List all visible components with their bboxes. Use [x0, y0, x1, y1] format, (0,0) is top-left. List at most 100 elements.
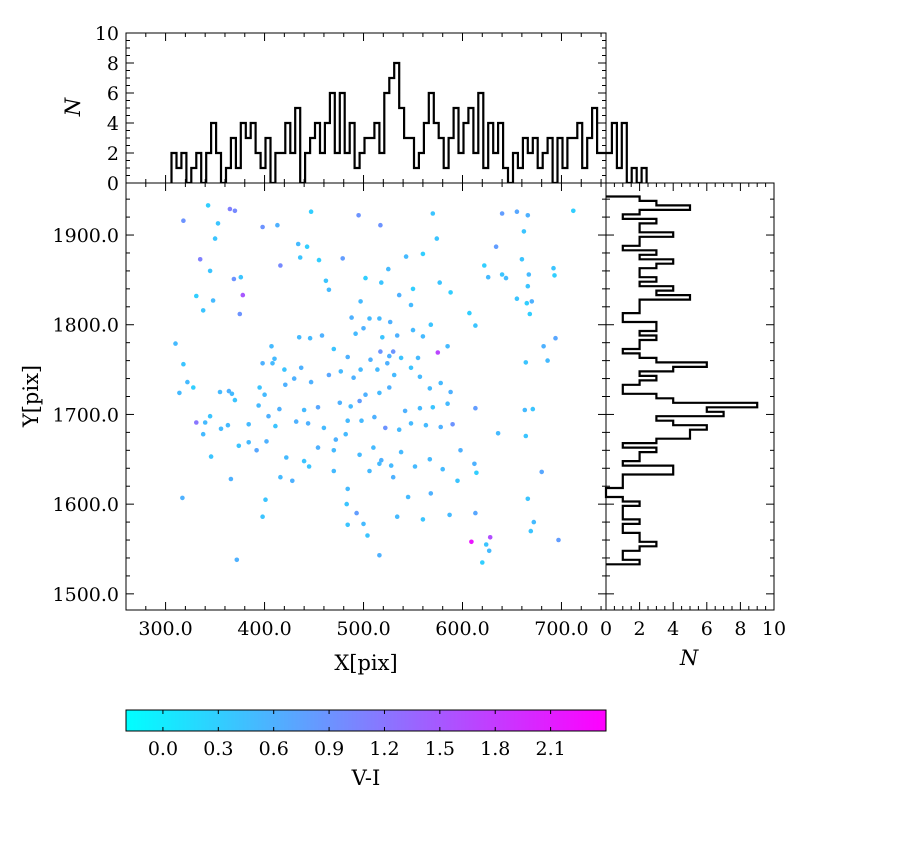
scatter-point	[319, 333, 325, 338]
scatter-point	[295, 241, 301, 247]
scatter-point	[403, 254, 409, 259]
scatter-point	[340, 256, 346, 261]
scatter-point	[521, 229, 527, 234]
right-x-tick-label: 2	[634, 618, 646, 640]
colorbar-gradient	[125, 709, 607, 732]
scatter-point	[194, 293, 199, 299]
right-x-tick-label: 8	[734, 618, 746, 640]
scatter-point	[257, 385, 262, 390]
scatter-point	[417, 405, 423, 411]
scatter-point	[315, 445, 321, 450]
colorbar-tick-label: 0.0	[148, 738, 178, 760]
scatter-point	[553, 335, 558, 341]
scatter-point	[385, 361, 390, 366]
main-x-tick-label: 300.0	[138, 618, 192, 640]
scatter-point	[348, 404, 354, 409]
scatter-point	[357, 452, 362, 458]
scatter-point	[541, 344, 546, 349]
top-y-tick-label: 8	[107, 53, 119, 75]
scatter-point	[445, 344, 450, 349]
scatter-point	[408, 421, 414, 426]
scatter-point	[236, 443, 242, 449]
scatter-point	[260, 361, 265, 366]
scatter-point	[499, 272, 505, 277]
scatter-point	[383, 425, 388, 431]
scatter-point	[307, 335, 313, 341]
scatter-point	[428, 322, 434, 328]
scatter-point	[227, 206, 233, 212]
scatter-point	[306, 464, 312, 469]
scatter-point	[523, 433, 529, 439]
scatter-point	[469, 539, 474, 545]
scatter-point	[181, 361, 186, 367]
scatter-point	[402, 408, 408, 414]
scatter-point	[304, 244, 310, 249]
scatter-point	[321, 425, 327, 431]
scatter-point	[290, 478, 295, 484]
scatter-point	[527, 311, 533, 317]
scatter-point	[357, 398, 362, 404]
scatter-point	[448, 389, 453, 395]
scatter-point	[278, 474, 283, 480]
main-y-tick-label: 1900.0	[53, 225, 119, 247]
right-x-tick-label: 10	[762, 618, 786, 640]
scatter-point	[398, 449, 404, 455]
scatter-point	[372, 414, 377, 420]
scatter-point	[499, 211, 505, 216]
scatter-point	[215, 221, 221, 226]
scatter-point	[473, 510, 478, 516]
scatter-point	[207, 268, 213, 274]
scatter-point	[212, 236, 218, 241]
scatter-point	[207, 413, 213, 419]
scatter-point	[232, 208, 238, 214]
scatter-point	[552, 273, 557, 278]
scatter-point	[210, 298, 216, 303]
scatter-point	[434, 236, 440, 241]
scatter-point	[523, 360, 529, 365]
scatter-point	[205, 203, 211, 208]
scatter-point	[367, 468, 372, 474]
scatter-point	[269, 344, 274, 349]
scatter-point	[467, 310, 472, 316]
main-x-tick-label: 700.0	[534, 618, 588, 640]
scatter-point	[473, 323, 478, 328]
scatter-point	[305, 421, 311, 426]
scatter-point	[331, 468, 337, 474]
scatter-point	[291, 376, 297, 381]
scatter-point	[331, 448, 337, 453]
scatter-point	[410, 327, 416, 333]
scatter-point	[218, 426, 224, 432]
scatter-point	[358, 299, 363, 304]
scatter-point	[200, 308, 206, 313]
scatter-point	[405, 494, 411, 500]
scatter-point	[363, 275, 368, 281]
scatter-point	[344, 501, 350, 507]
scatter-point	[345, 418, 351, 424]
scatter-point	[396, 292, 402, 298]
scatter-point	[353, 331, 358, 337]
right-plot-frame	[605, 182, 775, 611]
main-x-axis-label: X[pix]	[334, 651, 397, 675]
scatter-point	[262, 392, 267, 398]
top-histogram-step	[170, 61, 648, 185]
scatter-point	[493, 244, 499, 249]
top-y-tick-label: 2	[107, 143, 119, 165]
scatter-point	[208, 454, 214, 459]
scatter-point	[390, 349, 396, 354]
scatter-point	[377, 461, 382, 467]
scatter-point	[524, 300, 530, 306]
main-x-tick-label: 600.0	[435, 618, 489, 640]
scatter-point	[246, 422, 251, 427]
scatter-point	[275, 222, 280, 228]
scatter-point	[301, 407, 307, 413]
main-scatter-panel: 300.0 400.0 500.0 600.0 700.0 1500.0 1600.0 170…	[53, 182, 607, 640]
scatter-point	[427, 386, 433, 391]
top-plot-frame	[125, 32, 607, 184]
scatter-point	[438, 424, 444, 430]
scatter-point	[427, 457, 433, 462]
main-x-tick-label: 400.0	[237, 618, 291, 640]
scatter-point	[487, 535, 493, 540]
right-x-tick-label: 4	[667, 618, 679, 640]
scatter-point	[238, 274, 244, 280]
scatter-point	[415, 355, 421, 361]
